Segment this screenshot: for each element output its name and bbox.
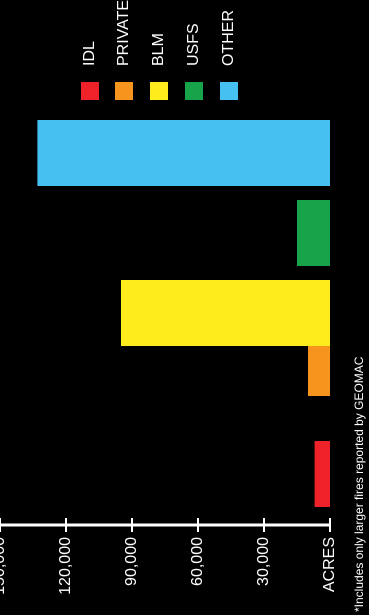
bar-other	[37, 120, 331, 186]
legend-label-blm: BLM	[150, 33, 167, 66]
bar-private	[308, 336, 330, 396]
footnote: *Includes only larger fires reported by …	[352, 356, 366, 612]
legend-swatch-idl	[81, 82, 99, 100]
bar-usfs	[297, 200, 330, 266]
chart-bars	[37, 120, 331, 507]
tick-label: 150,000	[0, 537, 8, 595]
value-axis-label: ACRES	[321, 537, 338, 592]
value-axis: 150,000 120,000 90,000 60,000 30,000	[0, 518, 331, 595]
legend-swatch-other	[220, 82, 238, 100]
chart-legend: IDL PRIVATE BLM USFS OTHER	[81, 0, 238, 100]
legend-swatch-blm	[150, 82, 168, 100]
tick-label: 90,000	[123, 537, 140, 586]
tick-label: 120,000	[57, 537, 74, 595]
legend-label-other: OTHER	[220, 10, 237, 66]
bar-blm	[121, 280, 330, 346]
legend-swatch-usfs	[185, 82, 203, 100]
legend-label-idl: IDL	[81, 41, 98, 66]
tick-label: 30,000	[255, 537, 272, 586]
bar-idl	[314, 441, 330, 507]
legend-label-private: PRIVATE	[115, 0, 132, 66]
legend-label-usfs: USFS	[185, 23, 202, 66]
legend-swatch-private	[115, 82, 133, 100]
tick-label: 60,000	[189, 537, 206, 586]
